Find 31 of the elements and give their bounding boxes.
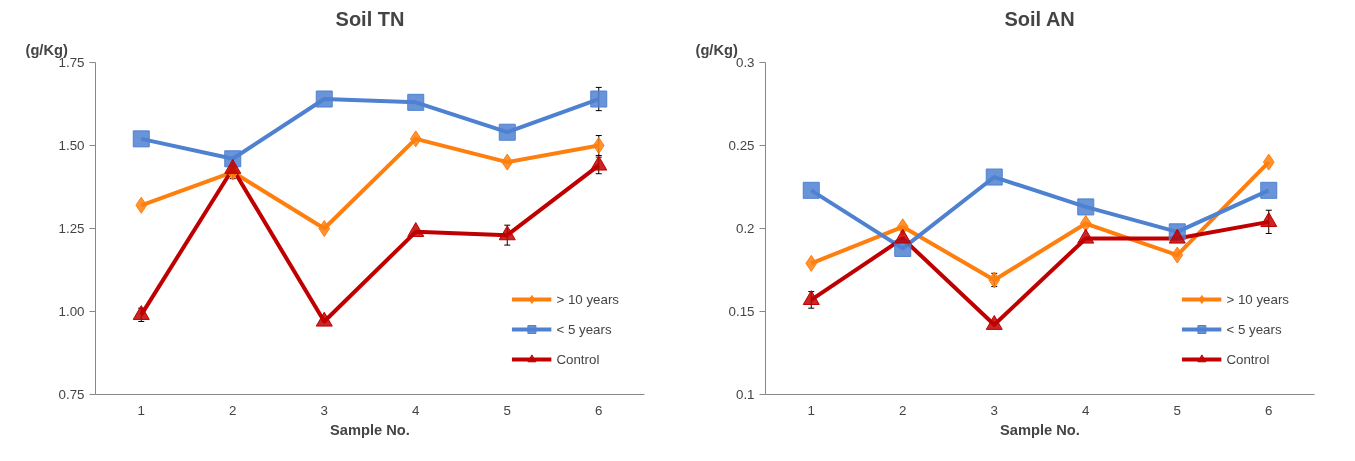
y-tick-label: 0.25 [728, 138, 755, 153]
x-tick-label: 6 [1265, 402, 1273, 418]
legend-label: Control [556, 351, 600, 367]
legend-label: Control [1226, 351, 1270, 367]
y-tick-label: 1.25 [58, 221, 85, 236]
y-tick-label: 1.00 [58, 304, 85, 319]
y-axis-title: (g/Kg) [695, 41, 738, 58]
x-tick-label: 5 [1173, 402, 1181, 418]
x-tick-label: 4 [1082, 402, 1091, 418]
y-tick-label: 0.2 [735, 221, 755, 236]
x-tick-label: 1 [807, 402, 815, 418]
x-axis-title: Sample No. [330, 421, 410, 438]
chart-title: Soil TN [335, 7, 405, 30]
legend-label: > 10 years [1226, 291, 1289, 307]
x-axis-title: Sample No. [1000, 421, 1080, 438]
y-tick-label: 1.50 [58, 138, 85, 153]
legend-label: > 10 years [556, 291, 619, 307]
y-tick-label: 0.15 [728, 304, 755, 319]
x-tick-label: 2 [899, 402, 907, 418]
y-tick-label: 0.75 [58, 387, 85, 402]
x-tick-label: 4 [412, 402, 421, 418]
legend-label: < 5 years [556, 321, 612, 337]
x-tick-label: 6 [595, 402, 603, 418]
x-tick-label: 3 [320, 402, 328, 418]
legend-label: < 5 years [1226, 321, 1282, 337]
chart-title: Soil AN [1004, 7, 1075, 30]
y-tick-label: 0.1 [735, 387, 755, 402]
x-tick-label: 2 [229, 402, 237, 418]
x-tick-label: 5 [503, 402, 511, 418]
x-tick-label: 1 [137, 402, 145, 418]
x-tick-label: 3 [990, 402, 998, 418]
